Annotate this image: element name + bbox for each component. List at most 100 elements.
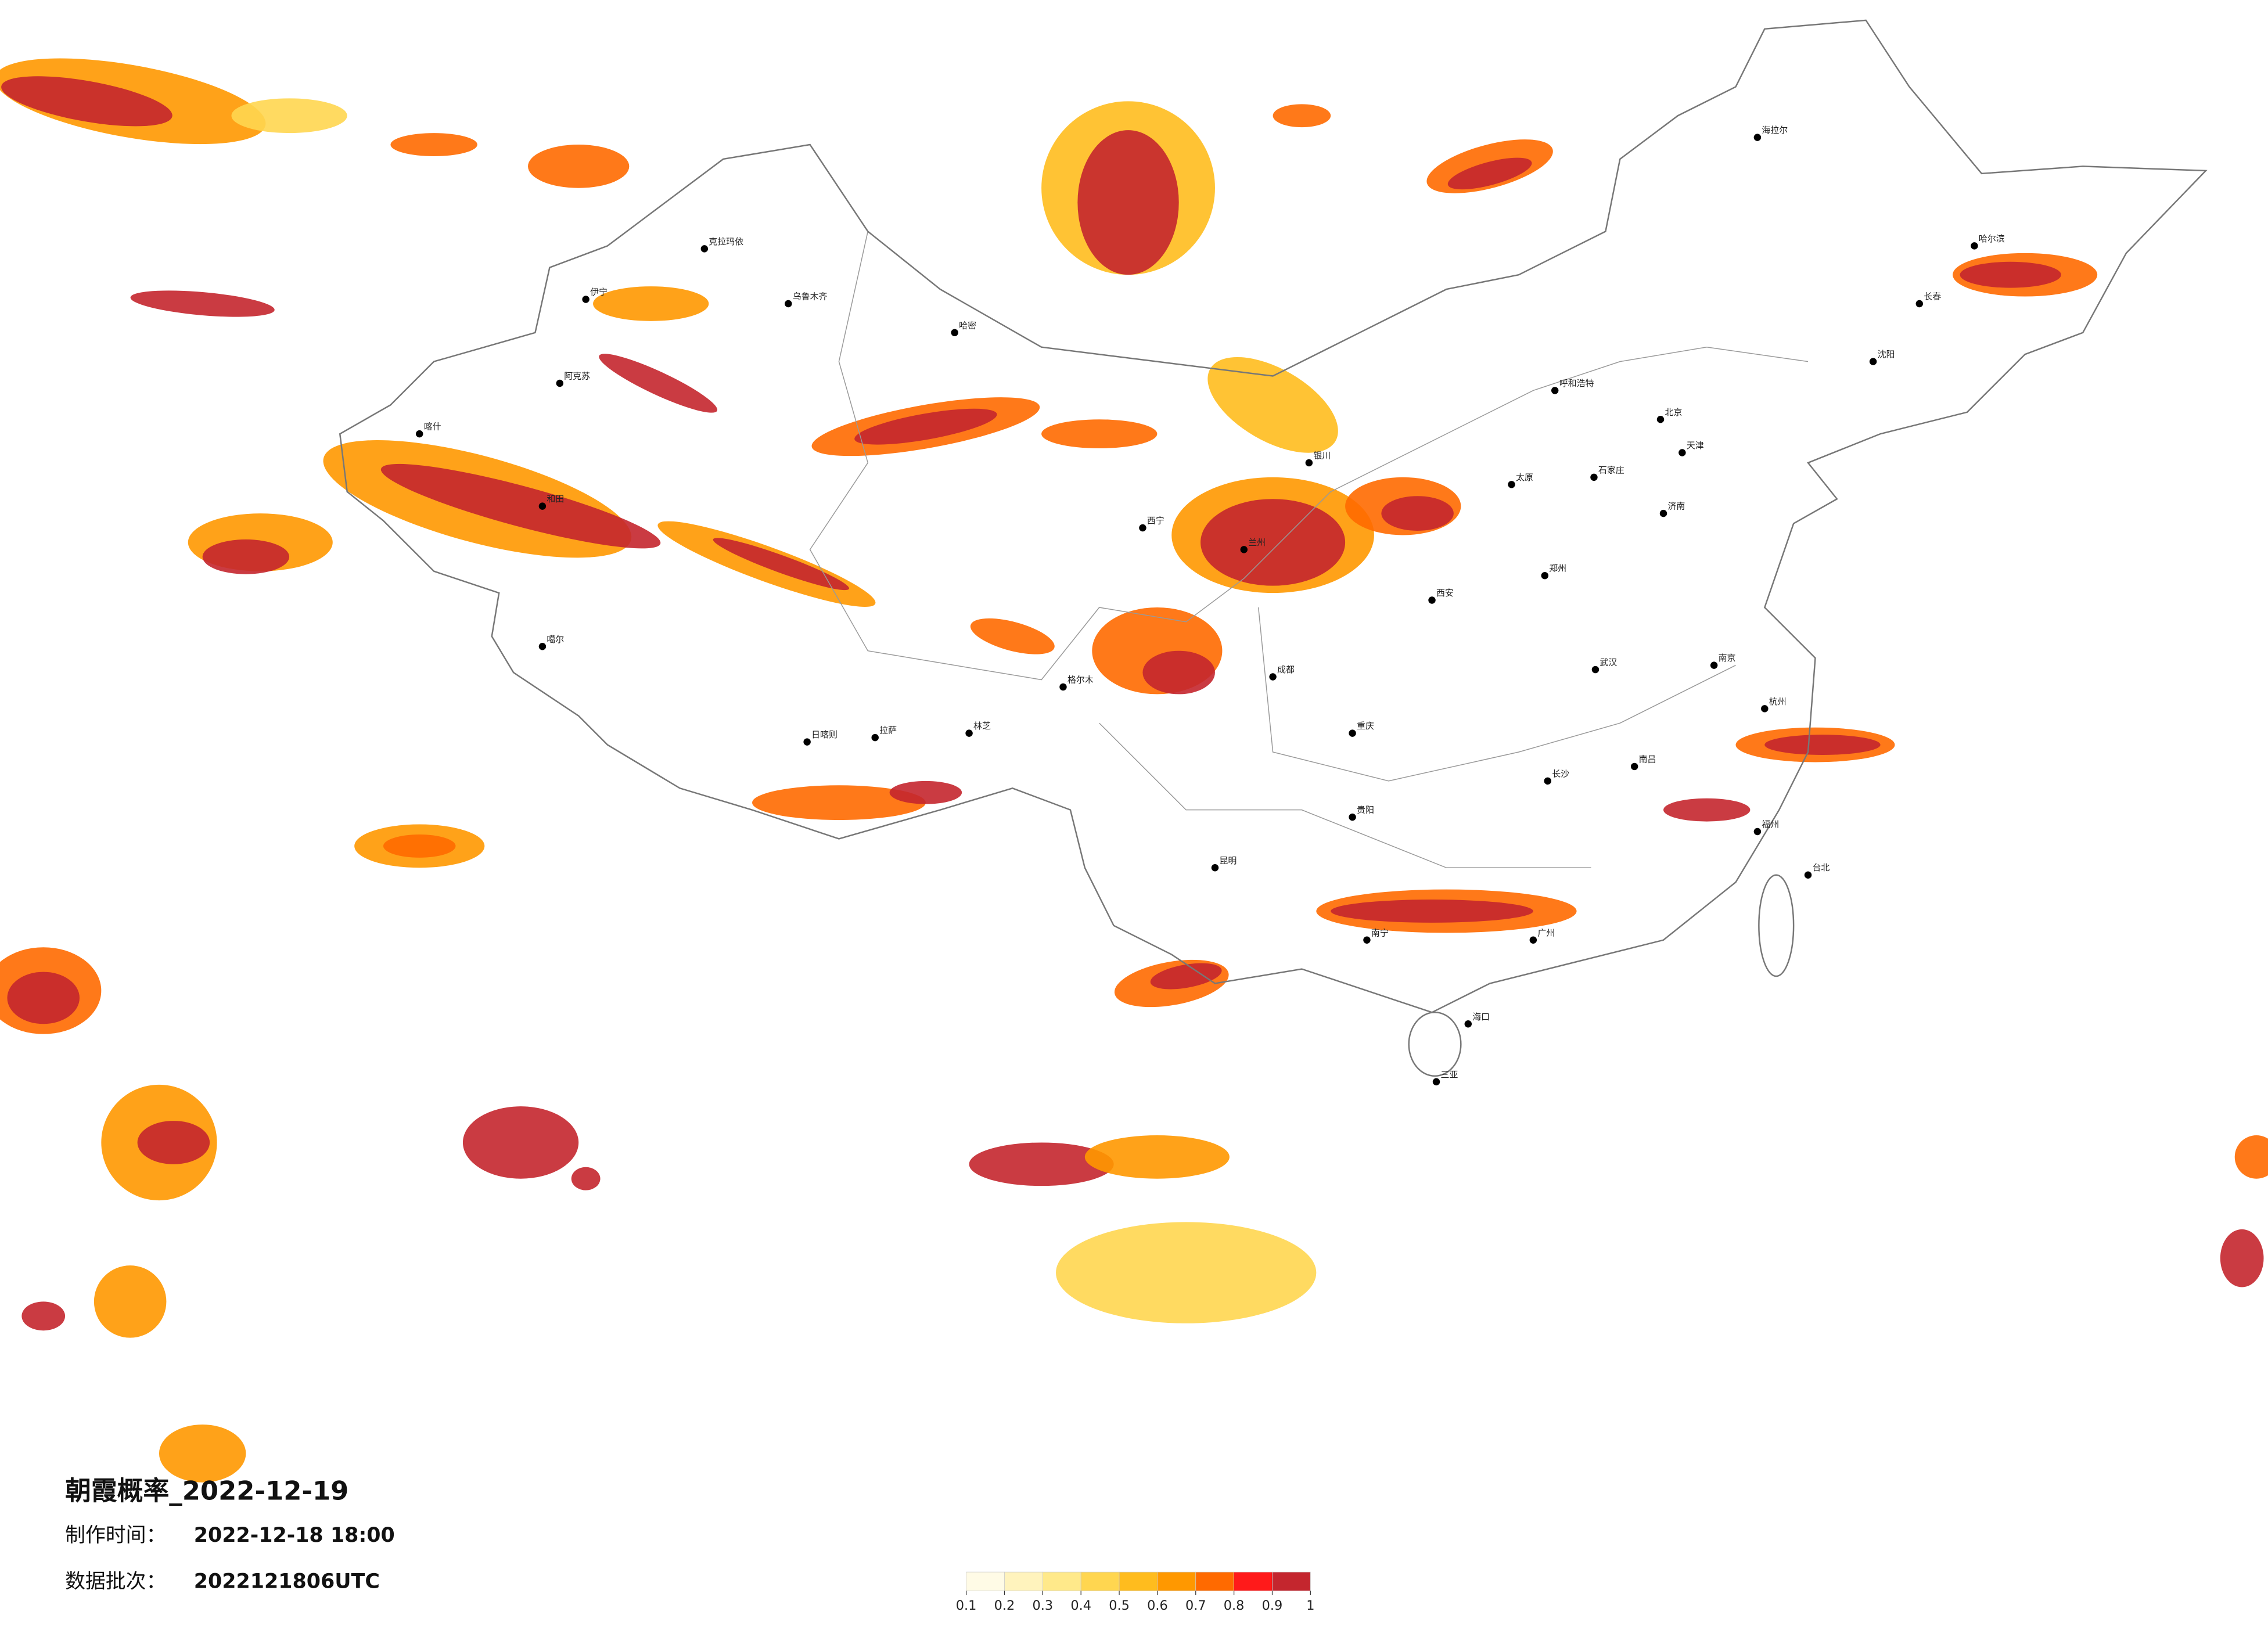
legend-tick-label: 0.4 [1070,1598,1091,1613]
city-dot [1269,673,1277,681]
probability-area [970,618,1055,654]
city-dot [1659,509,1667,517]
city-label: 哈密 [959,320,976,330]
city-dot [1541,571,1549,580]
city-label: 武汉 [1600,657,1617,668]
city-label: 太原 [1516,472,1533,483]
city-dot [1349,813,1356,821]
probability-area [593,286,709,321]
city-label: 郑州 [1549,563,1566,574]
probability-area [1207,357,1338,453]
city-dot [582,296,590,303]
city-dot [1710,661,1718,669]
city-dot [1591,665,1600,674]
city-dot [1971,242,1978,250]
made-value: 2022-12-18 18:00 [194,1524,395,1547]
probability-area [202,539,290,574]
probability-area [1331,900,1533,923]
city-label: 南宁 [1371,927,1389,938]
city-label: 日喀则 [811,729,838,740]
probability-area [1142,650,1215,695]
city-label: 福州 [1762,819,1779,830]
city-label: 济南 [1667,501,1685,512]
city-dot [1869,358,1877,365]
legend-swatch [1234,1571,1273,1591]
city-dot [1915,300,1924,308]
city-dot [1305,459,1313,467]
city-label: 乌鲁木齐 [793,292,828,302]
probability-area [1381,496,1454,531]
city-dot [1551,387,1559,394]
legend-tick-label: 0.9 [1262,1598,1283,1613]
probability-area [528,145,630,188]
legend-tick-label: 0.8 [1224,1598,1245,1613]
city-label: 成都 [1277,664,1295,675]
probability-area [571,1167,601,1190]
city-dot [871,733,879,742]
city-dot [1753,828,1762,836]
city-label: 海口 [1472,1012,1490,1022]
probability-area [462,1106,579,1179]
city-dot [1761,705,1769,713]
city-dot [1349,729,1356,737]
probability-area [2234,1135,2268,1179]
city-label: 拉萨 [879,725,897,736]
city-dot [1428,596,1436,604]
legend-tick-label: 0.5 [1109,1598,1130,1613]
city-label: 和田 [547,494,564,504]
city-label: 西宁 [1147,516,1164,526]
city-dot [1464,1020,1472,1028]
probability-area [1084,1135,1230,1179]
probability-area [2220,1229,2264,1287]
city-label: 昆明 [1219,855,1237,866]
legend-swatch [1004,1571,1043,1591]
legend-swatch [1157,1571,1196,1591]
city-label: 格尔木 [1067,674,1094,685]
city-label: 哈尔滨 [1979,233,2005,244]
taiwan-outline [1758,874,1795,977]
probability-area [969,1142,1114,1186]
city-dot [538,643,547,650]
city-label: 噶尔 [547,634,564,645]
province-borders [809,231,1809,869]
city-dot [1059,683,1067,691]
batch-label: 数据批次： [65,1570,166,1593]
city-label: 长春 [1924,292,1941,302]
probability-area [94,1265,167,1338]
probability-area [130,290,275,317]
city-label: 三亚 [1440,1069,1458,1080]
city-dot [1656,416,1665,423]
probability-area [159,1424,246,1483]
legend-tick-label: 0.6 [1147,1598,1168,1613]
probability-area [137,1121,210,1164]
city-dot [1211,864,1219,872]
city-label: 杭州 [1769,696,1787,707]
probability-area [1201,499,1346,586]
city-dot [700,245,709,253]
city-label: 南昌 [1639,754,1656,764]
probability-area [854,408,997,445]
city-dot [951,329,958,337]
city-label: 石家庄 [1598,465,1624,475]
probability-area [1764,735,1881,756]
city-dot [1139,524,1146,532]
probability-area [1041,419,1158,449]
legend-tick-label: 0.3 [1033,1598,1054,1613]
city-dot [556,379,564,387]
city-label: 银川 [1313,450,1331,461]
city-label: 天津 [1687,440,1704,451]
city-dot [1630,762,1638,771]
probability-area [380,463,661,549]
city-dot [1590,473,1598,481]
city-label: 北京 [1665,407,1682,418]
city-dot [1804,871,1812,879]
probability-area [231,98,347,134]
probability-areas [0,58,2268,1483]
city-dot [1240,546,1248,553]
legend-tick-label: 0.7 [1185,1598,1206,1613]
city-label: 沈阳 [1878,349,1895,359]
city-label: 贵阳 [1357,805,1374,815]
